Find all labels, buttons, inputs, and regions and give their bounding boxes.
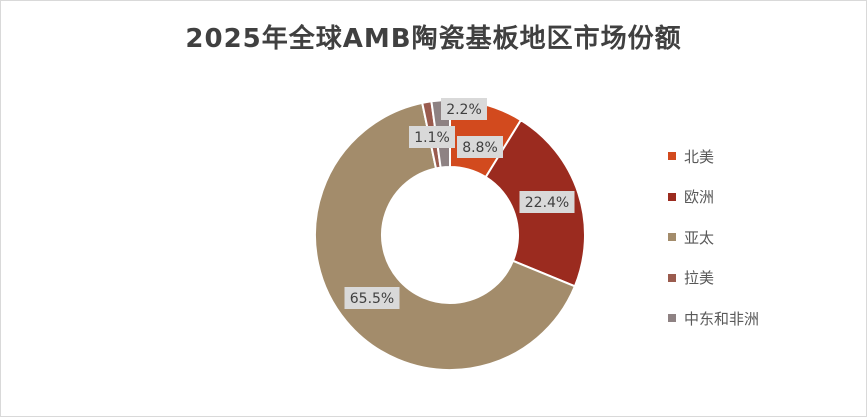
legend-swatch xyxy=(668,233,676,241)
legend-item-asia-pacific: 亚太 xyxy=(668,227,858,247)
legend-label: 拉美 xyxy=(684,269,715,287)
data-label-europe: 22.4% xyxy=(519,191,575,213)
data-label-box xyxy=(441,98,487,120)
data-label-box xyxy=(344,287,400,309)
legend-item-europe: 欧洲 xyxy=(668,187,858,207)
data-label-text: 22.4% xyxy=(525,195,569,211)
legend-label: 欧洲 xyxy=(684,188,715,206)
chart-title: 2025年全球AMB陶瓷基板地区市场份额 xyxy=(185,24,682,54)
data-label-asia-pacific: 65.5% xyxy=(344,287,400,309)
legend-item-latin-america: 拉美 xyxy=(668,268,858,288)
legend-swatch xyxy=(668,192,676,201)
chart-legend: 北美欧洲亚太拉美中东和非洲 xyxy=(668,146,858,349)
data-label-text: 8.8% xyxy=(462,140,498,156)
data-label-latin-america: 1.1% xyxy=(409,126,455,148)
data-label-text: 65.5% xyxy=(350,291,394,307)
data-label-north-america: 8.8% xyxy=(457,136,503,158)
data-label-box xyxy=(457,136,503,158)
legend-swatch xyxy=(668,273,676,282)
data-label-box xyxy=(409,126,455,148)
legend-item-north-america: 北美 xyxy=(668,146,858,166)
legend-label: 中东和非洲 xyxy=(684,309,760,328)
data-label-middle-east-africa: 2.2% xyxy=(441,98,487,120)
data-label-text: 2.2% xyxy=(446,102,482,118)
data-label-text: 1.1% xyxy=(414,130,450,146)
legend-swatch xyxy=(668,314,676,322)
data-label-box xyxy=(519,191,575,213)
legend-item-middle-east-africa: 中东和非洲 xyxy=(668,308,858,328)
legend-swatch xyxy=(668,152,676,160)
legend-label: 北美 xyxy=(684,147,715,166)
data-labels: 8.8% 22.4% 65.5% 1.1% 2.2% xyxy=(344,98,575,309)
legend-label: 亚太 xyxy=(684,228,715,247)
